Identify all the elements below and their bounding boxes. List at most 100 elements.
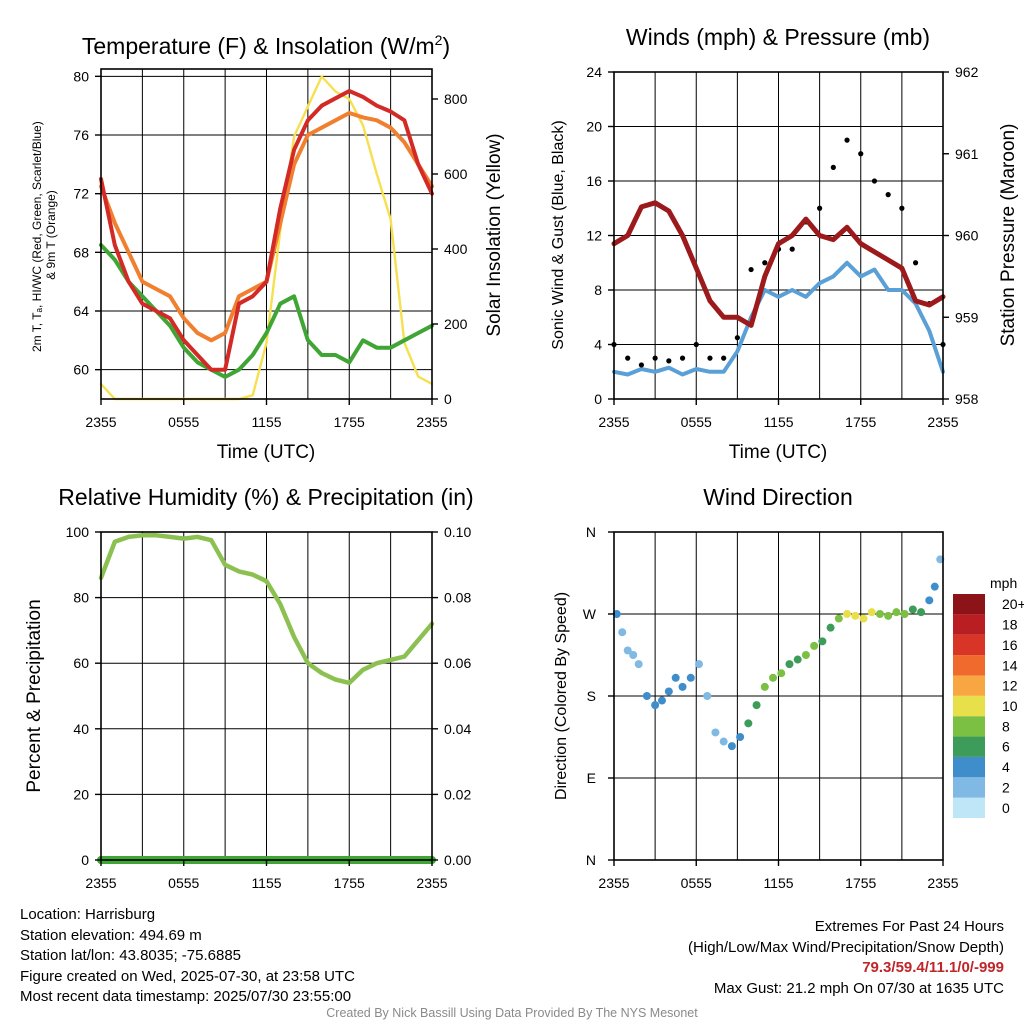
gust-point [899, 205, 905, 211]
y2-tick-label: 0.04 [444, 721, 471, 737]
gust-point [912, 260, 919, 266]
direction-point [925, 596, 934, 605]
direction-point [801, 651, 810, 659]
legend-swatch [953, 634, 985, 656]
legend-label: 18 [1002, 617, 1018, 633]
direction-point [818, 637, 827, 646]
y2-tick-label: 0.08 [444, 590, 471, 606]
relative-humidity-line [98, 533, 435, 686]
direction-point [892, 608, 901, 617]
created-text: Figure created on Wed, 2025-07-30, at 23… [20, 967, 355, 985]
legend-swatch [953, 736, 985, 757]
temperature-chart: Temperature (F) & Insolation (W/m2) Time… [30, 32, 505, 463]
gust-point [693, 341, 699, 348]
temperature-x-label: Time (UTC) [217, 442, 316, 463]
y2-tick-label: 961 [955, 146, 979, 162]
wind-direction-chart-title: Wind Direction [703, 484, 853, 510]
temperature-right-y-label: Solar Insolation (Yellow) [484, 133, 505, 336]
y-tick-label: 4 [594, 337, 602, 353]
max-gust-text: Max Gust: 21.2 mph On 07/30 at 1635 UTC [713, 979, 1004, 997]
gust-point [666, 358, 672, 364]
x-tick-label: 2355 [598, 414, 629, 430]
y-tick-label: S [587, 688, 596, 704]
recent-data-text: Most recent data timestamp: 2025/07/30 2… [20, 988, 352, 1005]
direction-point [884, 611, 893, 620]
gust-point [844, 137, 850, 143]
gust-point [679, 355, 686, 361]
winds-right-y-label: Station Pressure (Maroon) [998, 124, 1019, 347]
direction-point [867, 608, 876, 617]
temperature-left-y-label: 2m T, Tₐ, HI/WC (Red, Green, Scarlet/Blu… [30, 118, 58, 352]
y-tick-label: 80 [73, 590, 89, 606]
y2-tick-label: 960 [955, 228, 979, 244]
y-tick-label: 60 [73, 655, 89, 671]
direction-point [769, 673, 778, 682]
x-tick-label: 0555 [168, 875, 199, 891]
y-tick-label: 0 [81, 852, 89, 868]
direction-point [810, 641, 819, 650]
direction-point [664, 687, 673, 696]
legend-label: 12 [1002, 678, 1018, 694]
x-tick-label: 2355 [927, 414, 958, 430]
x-tick-label: 1755 [845, 875, 876, 891]
legend-label: 14 [1002, 657, 1018, 673]
direction-point [843, 610, 852, 618]
direction-point [657, 696, 666, 705]
temperature-2m-line [99, 89, 434, 372]
y2-tick-label: 962 [955, 64, 979, 80]
direction-point [785, 660, 794, 669]
direction-point [777, 669, 786, 678]
direction-point [686, 673, 695, 682]
extremes-info: Extremes For Past 24 Hours (High/Low/Max… [564, 917, 1004, 999]
y2-tick-label: 0 [444, 391, 452, 407]
direction-point [793, 655, 802, 664]
y-tick-label: 60 [73, 362, 89, 378]
legend-title: mph [990, 575, 1017, 591]
y-tick-label: 12 [586, 228, 602, 244]
y2-tick-label: 800 [444, 91, 468, 107]
latlon-text: Station lat/lon: 43.8035; -75.6885 [20, 947, 242, 964]
y2-tick-label: 200 [444, 316, 468, 332]
legend-label: 0 [1002, 800, 1010, 816]
y-tick-label: 20 [586, 119, 602, 135]
x-tick-label: 2355 [85, 414, 116, 430]
x-tick-label: 1155 [251, 875, 281, 891]
x-tick-label: 1755 [334, 414, 365, 430]
gust-point [789, 246, 795, 252]
x-tick-label: 2355 [416, 414, 447, 430]
x-tick-label: 1155 [251, 414, 281, 430]
x-tick-label: 1155 [763, 414, 793, 430]
legend-swatch [953, 797, 985, 818]
direction-point [851, 611, 860, 620]
direction-point [719, 737, 728, 746]
x-tick-label: 1155 [763, 875, 793, 891]
direction-point [834, 614, 843, 623]
legend-swatch [953, 614, 985, 635]
direction-point [930, 582, 939, 591]
gust-point [625, 355, 631, 361]
direction-point [744, 719, 753, 728]
legend-label: 20+ [1002, 596, 1024, 612]
x-tick-label: 0555 [681, 875, 712, 891]
gust-point [707, 355, 713, 361]
gust-point [638, 362, 645, 368]
y-tick-label: N [586, 852, 596, 868]
direction-point [651, 701, 660, 710]
direction-point [752, 701, 761, 710]
y-tick-label: 76 [73, 127, 89, 143]
gust-point [748, 266, 754, 273]
legend-label: 16 [1002, 637, 1018, 653]
y2-tick-label: 0.02 [444, 786, 471, 802]
legend-swatch [953, 675, 985, 696]
extremes-title: Extremes For Past 24 Hours [814, 918, 1004, 935]
x-tick-label: 2355 [416, 875, 447, 891]
y2-tick-label: 0.10 [444, 524, 471, 540]
legend-label: 6 [1002, 739, 1010, 755]
direction-point [736, 733, 745, 741]
y-tick-label: 8 [594, 282, 602, 298]
temperature-chart-title: Temperature (F) & Insolation (W/m2) [82, 32, 450, 59]
credit-text: Created By Nick Bassill Using Data Provi… [326, 1006, 698, 1020]
direction-point [711, 728, 720, 737]
y2-tick-label: 0.06 [444, 655, 471, 671]
x-tick-label: 0555 [681, 414, 712, 430]
